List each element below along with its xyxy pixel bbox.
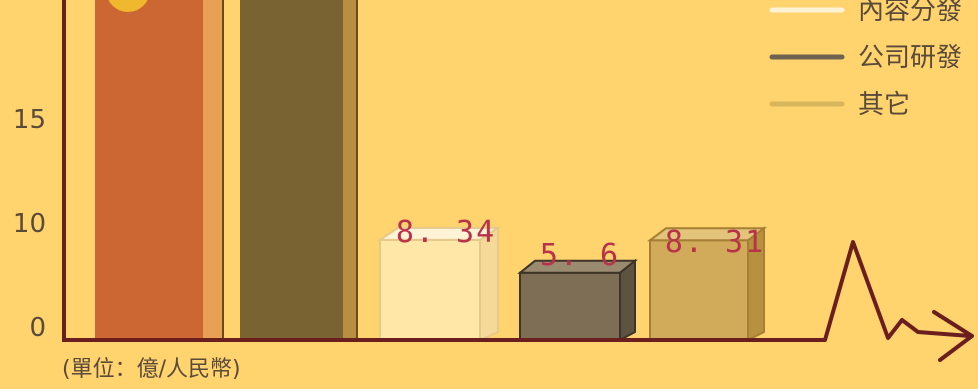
data-label-3: 8. 34 <box>396 215 496 250</box>
bar-5 <box>649 239 749 341</box>
bar-4 <box>519 271 621 341</box>
ticks-layer: 0 10 15 <box>13 105 46 343</box>
y-tick-label-10: 10 <box>13 209 46 239</box>
legend-label-2: 公司研發 <box>858 43 962 73</box>
bars-layer <box>95 0 767 342</box>
legend-label-3: 其它 <box>858 90 910 120</box>
data-label-5: 8. 31 <box>665 225 765 260</box>
legend-label-1: 內容分發 <box>858 0 962 26</box>
axes-layer <box>62 0 974 362</box>
bar-5-side <box>747 226 765 342</box>
bar-2-side <box>343 0 357 340</box>
y-tick-label-15: 15 <box>13 105 46 135</box>
bar-3 <box>379 238 481 341</box>
data-labels-layer: 8. 34 5. 6 8. 31 <box>396 215 765 273</box>
axis-squiggle <box>823 240 972 342</box>
data-label-4: 5. 6 <box>540 238 620 273</box>
bar-2 <box>240 0 343 340</box>
coin-decoration <box>108 0 148 12</box>
bar-1 <box>95 0 203 340</box>
unit-label: (單位：億/人民幣) <box>62 357 241 382</box>
x-axis-arrowhead <box>932 310 974 362</box>
bar-1-side <box>203 0 223 340</box>
bar-3-side <box>479 226 499 342</box>
bar-4-side <box>619 258 636 342</box>
y-tick-label-0: 0 <box>29 313 46 343</box>
